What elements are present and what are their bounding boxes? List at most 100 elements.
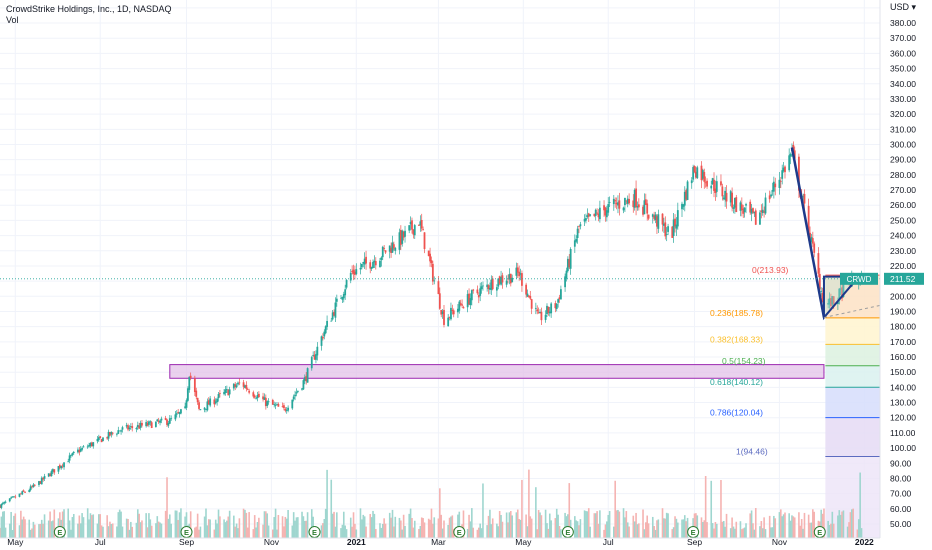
volume-bar	[50, 521, 53, 538]
candle-body	[742, 208, 745, 214]
candle-body	[507, 278, 509, 280]
volume-bar	[322, 523, 324, 538]
volume-bar	[244, 509, 246, 538]
candle-body	[263, 397, 266, 400]
candle-body	[557, 299, 560, 303]
candle-body	[530, 299, 533, 309]
volume-bar	[576, 521, 579, 538]
candle-body	[725, 192, 728, 202]
currency-label[interactable]: USD ▾	[890, 2, 916, 13]
volume-bar	[302, 516, 305, 538]
candle-body	[412, 229, 415, 235]
volume-bar	[408, 513, 410, 538]
candle-body	[486, 284, 489, 288]
candle-body	[441, 311, 444, 315]
volume-bar	[500, 515, 502, 538]
volume-bar	[782, 514, 785, 538]
volume-bar	[22, 516, 25, 538]
volume-bar	[359, 508, 362, 538]
volume-bar	[599, 510, 601, 538]
volume-bar	[731, 517, 733, 538]
volume-bar	[384, 523, 387, 538]
candle-body	[312, 355, 315, 357]
volume-bar	[715, 523, 718, 538]
volume-bar	[100, 525, 103, 538]
candle-body	[285, 410, 288, 411]
volume-bar	[400, 520, 402, 538]
candle-body	[536, 309, 539, 312]
volume-bar	[109, 521, 111, 538]
volume-bar	[38, 524, 40, 538]
volume-bar	[587, 508, 590, 538]
candle-body	[359, 267, 362, 270]
candle-body	[443, 309, 445, 325]
candle-body	[418, 224, 420, 226]
candle-body	[770, 194, 772, 197]
volume-bar	[326, 469, 328, 538]
volume-bar	[362, 514, 365, 538]
candle-body	[109, 432, 111, 436]
candle-body	[681, 203, 683, 210]
volume-bar	[178, 512, 181, 538]
candle-body	[97, 437, 100, 441]
volume-bar	[830, 523, 832, 538]
volume-bar	[480, 528, 483, 538]
candle-body	[706, 180, 708, 187]
candle-body	[809, 232, 811, 241]
volume-bar	[521, 479, 523, 538]
candle-body	[422, 229, 425, 231]
candle-body	[355, 269, 358, 275]
volume-bar	[351, 526, 353, 538]
candle-body	[661, 213, 664, 225]
candle-body	[283, 405, 285, 409]
candle-body	[539, 311, 541, 314]
volume-bar	[704, 476, 707, 538]
volume-bar	[792, 516, 795, 538]
candle-body	[832, 296, 835, 304]
candle-body	[129, 426, 132, 427]
candle-body	[672, 219, 675, 237]
candle-body	[136, 424, 139, 428]
volume-bar	[373, 513, 376, 538]
candle-body	[560, 289, 562, 300]
candle-body	[60, 466, 63, 469]
candle-body	[186, 388, 189, 401]
volume-bar	[86, 508, 89, 538]
candle-body	[189, 375, 192, 378]
volume-bar	[297, 517, 299, 538]
candle-body	[461, 304, 463, 306]
volume-bar	[342, 511, 345, 538]
volume-bar	[752, 523, 754, 538]
volume-bar	[363, 516, 366, 538]
volume-bar	[388, 512, 391, 538]
volume-bar	[365, 526, 367, 538]
candle-body	[157, 420, 160, 422]
volume-bar	[233, 515, 235, 538]
volume-bar	[237, 528, 239, 538]
candle-body	[420, 219, 423, 229]
fib-band	[825, 417, 880, 457]
volume-bar	[536, 529, 539, 538]
candle-body	[224, 389, 227, 394]
fib-band	[825, 317, 880, 345]
volume-bar	[683, 515, 686, 538]
candle-body	[431, 263, 434, 282]
volume-bar	[4, 527, 7, 538]
candle-body	[310, 357, 313, 369]
candle-body	[633, 189, 636, 208]
volume-bar	[593, 513, 596, 538]
volume-bar	[166, 477, 168, 538]
volume-bar	[471, 508, 473, 538]
fib-level-label: 1(94.46)	[736, 447, 768, 457]
downtrend-line	[790, 147, 826, 318]
volume-bar	[743, 527, 746, 538]
candle-body	[438, 293, 441, 309]
candle-body	[287, 407, 290, 411]
volume-bar	[763, 517, 765, 538]
candle-body	[759, 212, 761, 225]
volume-bar	[175, 510, 178, 538]
candle-body	[831, 296, 834, 305]
candle-body	[118, 430, 121, 432]
volume-bar	[167, 518, 170, 538]
